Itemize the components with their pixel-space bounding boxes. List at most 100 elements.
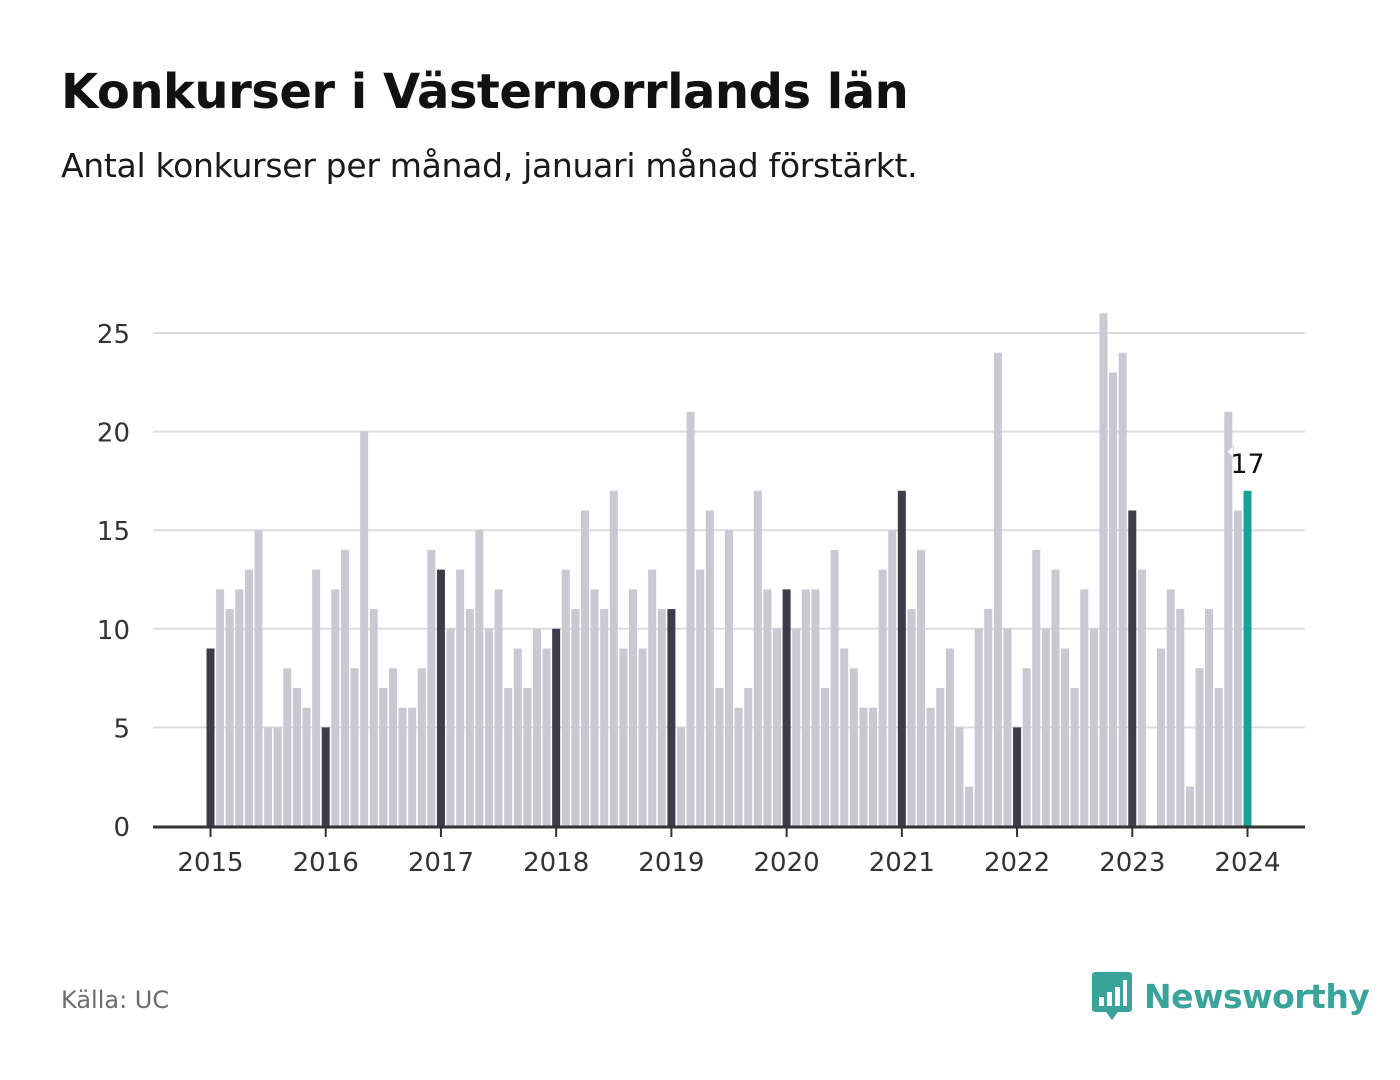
annotation-pointer: [1226, 444, 1234, 459]
bar: [561, 569, 570, 826]
january-bar: [321, 727, 330, 826]
bar: [216, 589, 225, 826]
bar: [302, 707, 311, 826]
chart-title: Konkurser i Västernorrlands län: [61, 64, 909, 120]
bar: [753, 490, 762, 826]
bar: [1003, 628, 1012, 826]
bar: [984, 609, 993, 826]
bar: [283, 668, 292, 826]
bar: [628, 589, 637, 826]
bar: [744, 687, 753, 826]
bar: [926, 707, 935, 826]
bar: [725, 530, 733, 826]
bar: [1137, 569, 1146, 826]
bars: [206, 313, 1252, 826]
january-bar: [436, 569, 445, 826]
bar: [917, 549, 926, 826]
bar: [1051, 569, 1060, 826]
bar: [1185, 786, 1194, 826]
bar: [340, 549, 349, 826]
bar: [600, 609, 609, 826]
bar: [235, 589, 244, 826]
bar: [763, 589, 772, 826]
bar: [523, 687, 532, 826]
bar: [532, 628, 541, 826]
source-note: Källa: UC: [61, 986, 170, 1014]
bar: [590, 589, 599, 826]
x-tick-label: 2022: [984, 848, 1050, 878]
y-tick-label: 5: [113, 714, 130, 744]
x-tick-label: 2015: [177, 848, 243, 878]
bar: [292, 687, 301, 826]
january-bar: [667, 609, 676, 826]
bar: [657, 609, 666, 826]
bar: [974, 628, 983, 826]
chart-subtitle: Antal konkurser per månad, januari månad…: [61, 146, 918, 185]
bar: [417, 668, 426, 826]
bar: [648, 569, 657, 826]
bar: [456, 569, 465, 826]
bar: [1061, 648, 1070, 826]
x-tick-label: 2019: [638, 848, 704, 878]
bar: [331, 589, 340, 826]
bar: [1233, 510, 1242, 826]
bar: [360, 431, 369, 826]
bar: [427, 549, 436, 826]
bar: [1118, 352, 1127, 826]
y-tick-label: 15: [97, 517, 130, 547]
bar: [801, 589, 810, 826]
bar: [484, 628, 493, 826]
bar: [513, 648, 522, 826]
bar: [264, 727, 273, 826]
latest-bar: [1243, 490, 1252, 826]
brand-logo: Newsworthy: [1092, 972, 1370, 1020]
bar: [1176, 609, 1185, 826]
bar: [821, 687, 830, 826]
bar: [408, 707, 417, 826]
bar: [388, 668, 397, 826]
bar: [465, 609, 474, 826]
x-tick-label: 2020: [754, 848, 820, 878]
bar: [686, 411, 695, 826]
bar: [840, 648, 849, 826]
bar: [773, 628, 782, 826]
bar: [1041, 628, 1050, 826]
bar: [619, 648, 628, 826]
y-tick-label: 10: [97, 616, 130, 646]
bar: [1214, 687, 1223, 826]
bar: [705, 510, 714, 826]
x-tick-label: 2021: [869, 848, 935, 878]
january-bar: [1128, 510, 1137, 826]
bar: [936, 687, 945, 826]
x-tick-label: 2017: [408, 848, 474, 878]
bar: [1032, 549, 1041, 826]
bar: [504, 687, 513, 826]
bar: [1080, 589, 1089, 826]
bar: [878, 569, 887, 826]
bar: [1157, 648, 1166, 826]
bar: [369, 609, 378, 826]
bar: [273, 727, 282, 826]
bar-chart-speech-bubble-icon: [1092, 972, 1132, 1020]
x-tick-label: 2023: [1099, 848, 1165, 878]
bar: [945, 648, 954, 826]
bar: [955, 727, 964, 826]
bar: [1205, 609, 1214, 826]
bar: [542, 648, 551, 826]
january-bar: [1013, 727, 1022, 826]
bar: [1109, 372, 1118, 826]
bar-chart: 0 5 10 15 20 25 17 2015 2016 2017 2018 2019 2020 2021…: [97, 313, 1305, 878]
bar: [244, 569, 253, 826]
bar: [1166, 589, 1175, 826]
bar: [638, 648, 647, 826]
bar: [225, 609, 234, 826]
bar: [888, 530, 897, 826]
bar: [811, 589, 820, 826]
bar: [350, 668, 359, 826]
bar: [715, 687, 724, 826]
bar: [312, 569, 321, 826]
bar: [1022, 668, 1031, 826]
brand-name: Newsworthy: [1144, 976, 1370, 1016]
bar: [965, 786, 974, 826]
bar: [1099, 313, 1108, 826]
